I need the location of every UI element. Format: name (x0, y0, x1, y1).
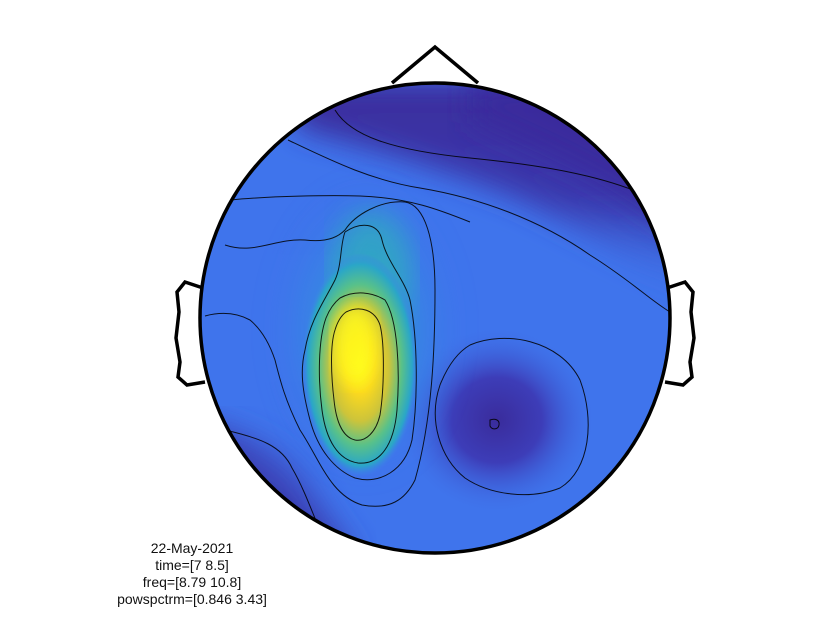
time-label: time=[7 8.5] (100, 557, 284, 574)
info-annotation: 22-May-2021 time=[7 8.5] freq=[8.79 10.8… (100, 540, 284, 608)
powspctrm-label: powspctrm=[0.846 3.43] (100, 591, 284, 608)
date-label: 22-May-2021 (100, 540, 284, 557)
power-map (195, 80, 700, 570)
freq-label: freq=[8.79 10.8] (100, 574, 284, 591)
nose-outline (392, 47, 478, 83)
